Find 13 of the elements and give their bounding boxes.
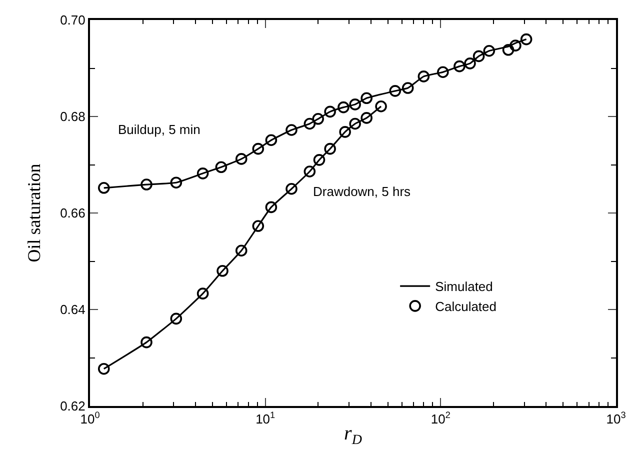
y-tick-label: 0.66 [60, 206, 86, 221]
x-tick-label: 10$^{3}$ [606, 410, 626, 427]
x-axis-title: r$_{D}$ [344, 422, 362, 448]
y-tick-label: 0.70 [60, 12, 86, 28]
annotation: Drawdown, 5 hrs [313, 184, 412, 199]
y-tick-label: 0.68 [60, 109, 86, 124]
x-tick-label: 10$^{1}$ [256, 410, 276, 427]
y-axis-title: Oil saturation [24, 164, 44, 262]
legend-label: Simulated [435, 279, 493, 294]
x-tick-label: 10$^{2}$ [430, 410, 450, 427]
legend-label: Calculated [435, 299, 497, 314]
annotation: Buildup, 5 min [118, 122, 200, 137]
y-tick-label: 0.64 [60, 302, 86, 318]
